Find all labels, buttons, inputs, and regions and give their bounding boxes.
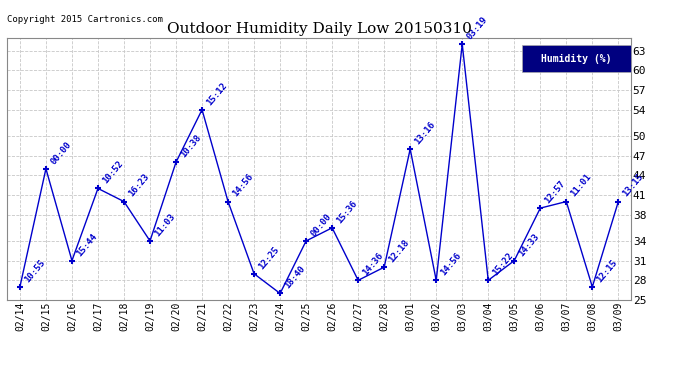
- Text: Humidity (%): Humidity (%): [542, 54, 612, 63]
- Text: 16:23: 16:23: [127, 172, 151, 199]
- Text: 11:03: 11:03: [152, 212, 177, 238]
- Text: 00:00: 00:00: [49, 140, 73, 166]
- Text: 14:56: 14:56: [231, 172, 255, 199]
- Text: 13:16: 13:16: [413, 120, 437, 146]
- Text: 14:56: 14:56: [439, 251, 463, 278]
- Text: 13:15: 13:15: [621, 172, 645, 199]
- Text: 10:52: 10:52: [101, 159, 125, 186]
- Text: 12:57: 12:57: [543, 179, 567, 206]
- Text: 03:19: 03:19: [465, 15, 489, 41]
- Text: 18:40: 18:40: [283, 264, 307, 291]
- Text: 12:15: 12:15: [595, 258, 619, 284]
- Text: 14:33: 14:33: [517, 231, 541, 258]
- Text: 10:55: 10:55: [23, 258, 47, 284]
- Text: 00:00: 00:00: [309, 212, 333, 238]
- Text: 12:25: 12:25: [257, 244, 281, 271]
- Text: 15:36: 15:36: [335, 199, 359, 225]
- Title: Outdoor Humidity Daily Low 20150310: Outdoor Humidity Daily Low 20150310: [167, 22, 471, 36]
- Text: 11:01: 11:01: [569, 172, 593, 199]
- Text: 15:44: 15:44: [75, 231, 99, 258]
- FancyBboxPatch shape: [522, 45, 631, 72]
- Text: 10:38: 10:38: [179, 133, 203, 159]
- Text: 12:18: 12:18: [387, 238, 411, 264]
- Text: 15:22: 15:22: [491, 251, 515, 278]
- Text: Copyright 2015 Cartronics.com: Copyright 2015 Cartronics.com: [7, 15, 163, 24]
- Text: 14:36: 14:36: [361, 251, 385, 278]
- Text: 15:12: 15:12: [205, 81, 229, 107]
